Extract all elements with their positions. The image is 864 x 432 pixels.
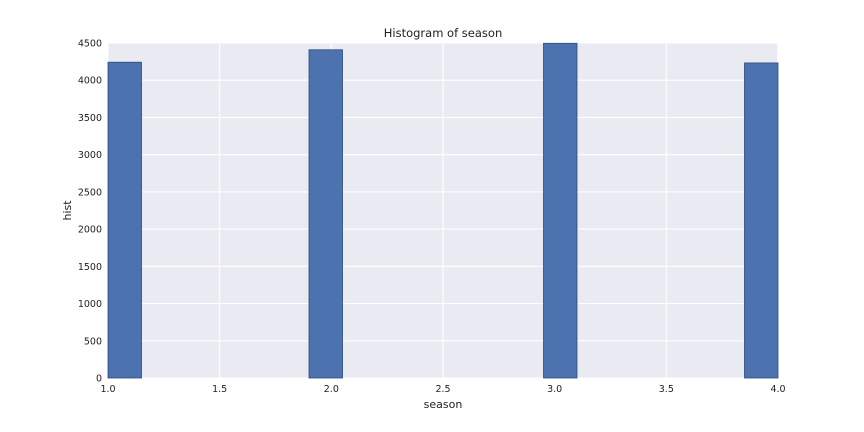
y-tick-label: 3000 xyxy=(78,150,102,161)
chart-title: Histogram of season xyxy=(384,26,502,40)
y-tick-label: 2000 xyxy=(78,225,102,236)
bars xyxy=(107,42,779,379)
y-tick-label: 500 xyxy=(84,336,102,347)
x-tick-labels: 1.0 1.5 2.0 2.5 3.0 3.5 4.0 xyxy=(100,384,785,395)
y-tick-label: 2500 xyxy=(78,187,102,198)
x-tick-label: 1.5 xyxy=(212,384,227,395)
x-tick-label: 1.0 xyxy=(100,384,115,395)
y-tick-labels: 0 500 1000 1500 2000 2500 3000 3500 4000 4500 xyxy=(78,39,102,385)
x-axis-label: season xyxy=(424,398,463,411)
y-axis-label: hist xyxy=(61,200,74,221)
x-tick-label: 3.0 xyxy=(547,384,562,395)
y-tick-label: 4500 xyxy=(78,39,102,50)
y-tick-label: 0 xyxy=(96,374,102,385)
x-tick-label: 3.5 xyxy=(659,384,674,395)
histogram-bar xyxy=(744,62,779,379)
y-tick-label: 1500 xyxy=(78,262,102,273)
y-tick-label: 3500 xyxy=(78,113,102,124)
x-tick-label: 2.0 xyxy=(324,384,339,395)
y-tick-label: 1000 xyxy=(78,299,102,310)
histogram-bar xyxy=(107,61,142,379)
y-tick-label: 4000 xyxy=(78,76,102,87)
x-tick-label: 4.0 xyxy=(770,384,785,395)
x-tick-label: 2.5 xyxy=(435,384,450,395)
histogram-bar xyxy=(543,42,578,379)
histogram-bar xyxy=(308,49,343,379)
